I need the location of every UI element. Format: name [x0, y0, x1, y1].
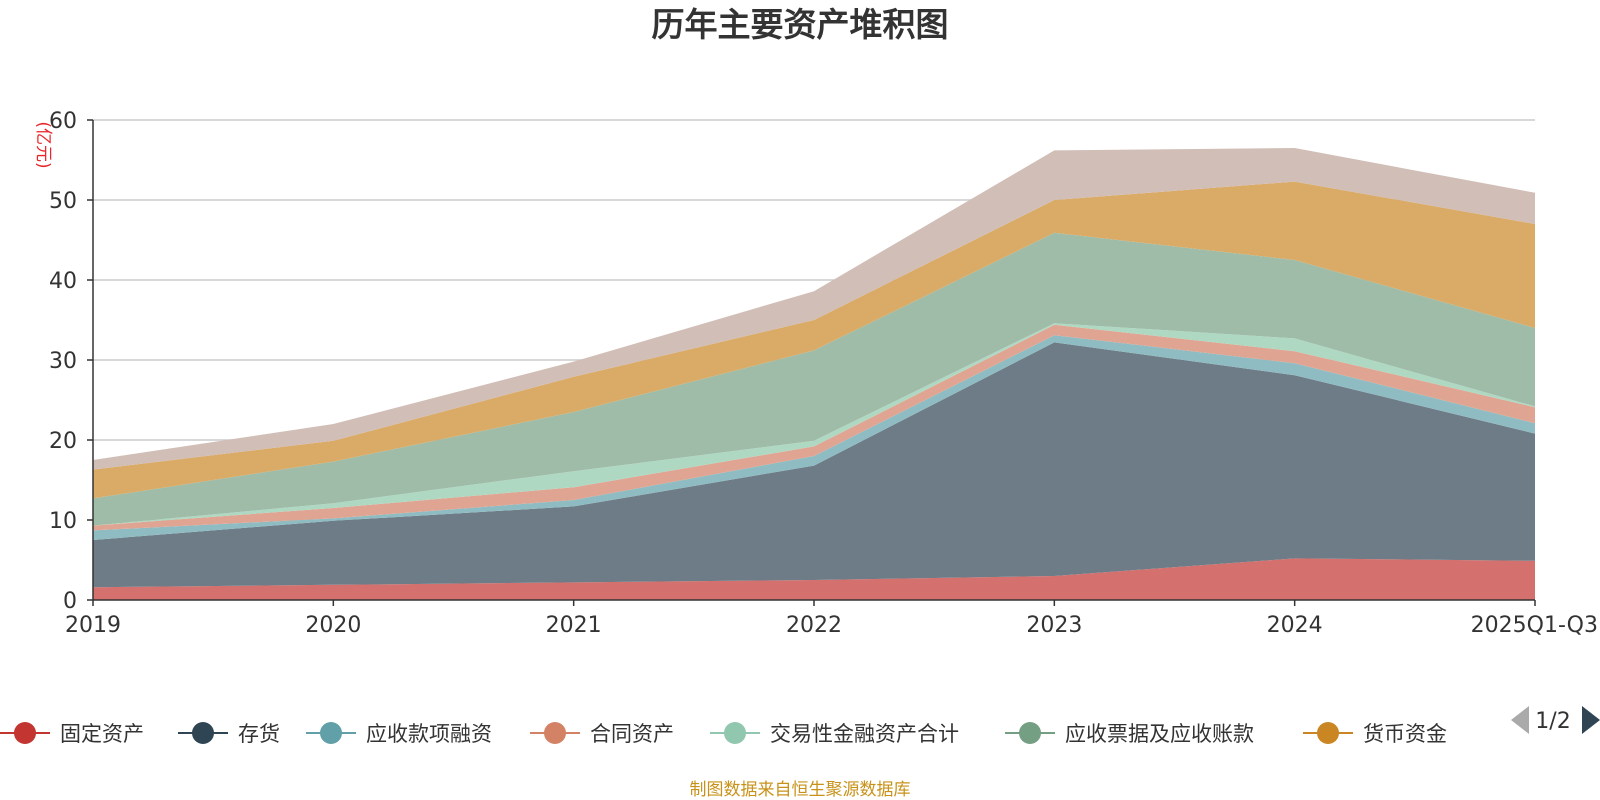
legend-page-indicator: 1/2: [1535, 709, 1570, 734]
legend-item[interactable]: 交易性金融资产合计: [710, 722, 959, 746]
y-tick-label: 10: [49, 509, 77, 534]
y-tick-label: 30: [49, 349, 77, 374]
legend-item[interactable]: 应收票据及应收账款: [1005, 722, 1254, 746]
x-tick-label: 2023: [1026, 613, 1082, 638]
area-series-7: [93, 148, 1535, 470]
legend-label: 合同资产: [590, 722, 674, 746]
legend-label: 交易性金融资产合计: [770, 722, 959, 746]
legend-marker: [1317, 722, 1339, 744]
y-axis-unit: (亿元): [33, 121, 53, 168]
area-series-1: [93, 342, 1535, 588]
legend-marker: [192, 722, 214, 744]
legend-label: 应收款项融资: [366, 722, 492, 746]
legend-item[interactable]: 应收款项融资: [306, 722, 492, 746]
legend-marker: [544, 722, 566, 744]
legend-label: 存货: [238, 722, 280, 746]
legend-pager: 1/2: [1511, 706, 1600, 734]
legend-marker: [1019, 722, 1041, 744]
legend-item[interactable]: 货币资金: [1303, 722, 1447, 746]
x-tick-label: 2025Q1-Q3: [1471, 613, 1598, 638]
y-tick-label: 50: [49, 189, 77, 214]
legend: 固定资产 存货 应收款项融资 合同资产 交易性金融资产合计 应收票据及应收账款 货币资金: [0, 722, 1447, 746]
x-tick-label: 2020: [305, 613, 361, 638]
y-tick-label: 20: [49, 429, 77, 454]
legend-marker: [320, 722, 342, 744]
legend-marker: [14, 722, 36, 744]
y-tick-label: 0: [63, 589, 77, 614]
area-series-6: [93, 181, 1535, 499]
x-tick-label: 2019: [65, 613, 121, 638]
stacked-areas: [93, 148, 1535, 600]
legend-label: 固定资产: [60, 722, 144, 746]
prev-page-icon[interactable]: [1511, 706, 1529, 734]
x-tick-label: 2024: [1267, 613, 1323, 638]
x-axis-ticks: 2019 2020 2021 2022 2023 2024 2025Q1-Q3: [65, 600, 1598, 638]
x-tick-label: 2022: [786, 613, 842, 638]
area-series-0: [93, 558, 1535, 600]
x-tick-label: 2021: [546, 613, 602, 638]
legend-label: 应收票据及应收账款: [1065, 722, 1254, 746]
legend-item[interactable]: 合同资产: [530, 722, 674, 746]
y-axis-ticks: 0 10 20 30 40 50 60: [49, 109, 93, 614]
legend-marker: [724, 722, 746, 744]
area-series-5: [93, 232, 1535, 526]
data-source-note: 制图数据来自恒生聚源数据库: [690, 780, 911, 800]
legend-label: 货币资金: [1363, 722, 1447, 746]
legend-item[interactable]: 存货: [178, 722, 280, 746]
next-page-icon[interactable]: [1582, 706, 1600, 734]
y-tick-label: 60: [49, 109, 77, 134]
legend-item[interactable]: 固定资产: [0, 722, 144, 746]
y-tick-label: 40: [49, 269, 77, 294]
chart-title: 历年主要资产堆积图: [652, 5, 949, 44]
